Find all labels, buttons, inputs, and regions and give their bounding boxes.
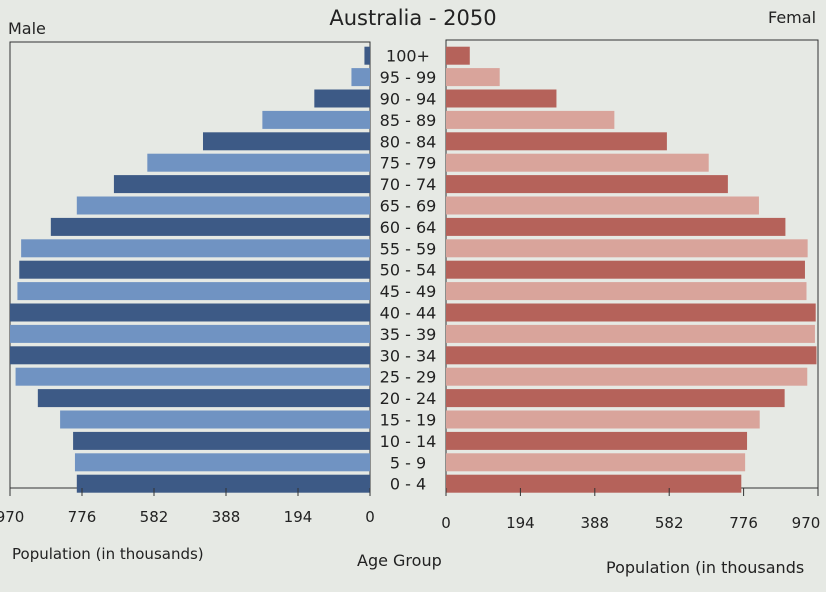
left-x-axis-title: Population (in thousands): [12, 545, 204, 563]
x-tick-label: 582: [140, 508, 169, 526]
female-bar: [446, 474, 742, 493]
female-bar: [446, 431, 748, 450]
male-bar: [19, 260, 370, 279]
x-tick-label: 194: [506, 514, 535, 532]
male-bar: [314, 89, 370, 108]
age-group-label: 65 - 69: [380, 197, 437, 216]
female-bar: [446, 175, 728, 194]
female-bar: [446, 110, 615, 129]
age-group-label: 70 - 74: [380, 175, 437, 194]
age-group-label: 45 - 49: [380, 282, 437, 301]
female-bar: [446, 303, 816, 322]
age-group-label: 55 - 59: [380, 239, 437, 258]
age-group-label: 10 - 14: [380, 432, 437, 451]
male-label: Male: [8, 19, 46, 38]
male-bar: [37, 389, 370, 408]
x-tick-label: 388: [212, 508, 241, 526]
female-bar: [446, 453, 746, 472]
x-tick-label: 776: [729, 514, 758, 532]
female-bar: [446, 389, 785, 408]
age-group-label: 85 - 89: [380, 111, 437, 130]
age-group-label: 100+: [386, 47, 430, 66]
male-bar: [76, 196, 370, 215]
x-tick-label: 776: [68, 508, 97, 526]
x-tick-label: 0: [441, 514, 451, 532]
x-tick-label: 388: [580, 514, 609, 532]
male-bar: [21, 239, 370, 258]
age-group-axis-title: Age Group: [357, 551, 442, 570]
age-group-label: 80 - 84: [380, 132, 437, 151]
age-group-label: 30 - 34: [380, 346, 437, 365]
male-bar: [10, 346, 370, 365]
male-bar: [351, 68, 370, 87]
male-bar: [76, 474, 370, 493]
female-bar: [446, 367, 808, 386]
age-group-label: 5 - 9: [390, 453, 426, 472]
female-bar: [446, 239, 808, 258]
female-bar: [446, 46, 470, 65]
female-bar: [446, 153, 709, 172]
male-bar: [50, 217, 371, 236]
female-bar: [446, 260, 805, 279]
x-tick-label: 970: [792, 514, 821, 532]
female-bar: [446, 132, 667, 151]
right-x-axis-title: Population (in thousands: [606, 558, 805, 577]
female-bar: [446, 196, 759, 215]
age-group-label: 90 - 94: [380, 90, 437, 109]
male-bar: [15, 367, 370, 386]
female-bar: [446, 217, 786, 236]
female-bar: [446, 68, 500, 87]
age-group-label: 25 - 29: [380, 368, 437, 387]
age-group-label: 35 - 39: [380, 325, 437, 344]
male-bar: [74, 453, 370, 472]
female-bar: [446, 89, 557, 108]
age-group-label: 40 - 44: [380, 304, 437, 323]
age-group-label: 0 - 4: [390, 475, 426, 494]
male-bar: [202, 132, 370, 151]
male-bar: [113, 175, 370, 194]
x-tick-label: 0: [365, 508, 375, 526]
x-tick-label: 970: [0, 508, 24, 526]
male-bar: [262, 110, 370, 129]
age-group-label: 60 - 64: [380, 218, 437, 237]
female-bar: [446, 346, 817, 365]
age-group-label: 15 - 19: [380, 411, 437, 430]
female-bar: [446, 324, 815, 343]
chart-title: Australia - 2050: [329, 6, 497, 30]
x-tick-label: 582: [655, 514, 684, 532]
female-label: Femal: [768, 8, 817, 27]
male-bar: [364, 46, 370, 65]
age-group-label: 50 - 54: [380, 261, 437, 280]
male-bar: [60, 410, 371, 429]
male-bar: [147, 153, 370, 172]
female-bar: [446, 410, 760, 429]
age-group-label: 75 - 79: [380, 154, 437, 173]
male-bar: [10, 303, 370, 322]
male-bar: [10, 324, 370, 343]
male-bar: [73, 431, 371, 450]
male-bar: [17, 282, 371, 301]
age-group-label: 95 - 99: [380, 68, 437, 87]
x-tick-label: 194: [284, 508, 313, 526]
female-bar: [446, 282, 807, 301]
age-group-label: 20 - 24: [380, 389, 437, 408]
